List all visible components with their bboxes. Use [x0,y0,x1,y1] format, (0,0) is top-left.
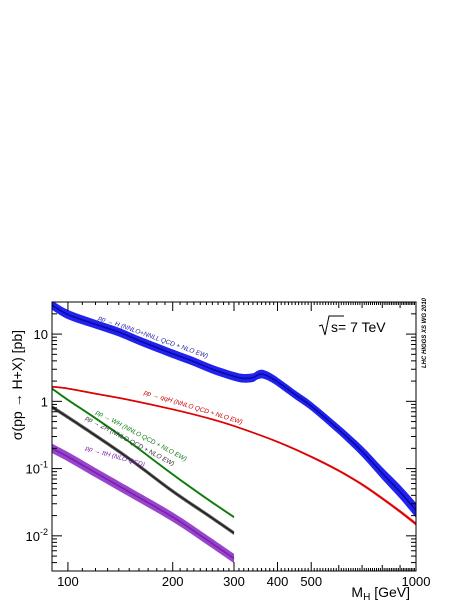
y-tick-label: 10-2 [26,527,48,544]
x-axis-title-sub: H [363,592,370,603]
x-tick-label: 300 [223,574,245,589]
series-line-0 [52,304,416,511]
line-layer [52,304,416,560]
y-axis-title: σ(pp → H+X) [pb] [9,330,25,440]
x-tick-label: 200 [162,574,184,589]
plot-frame [51,301,417,572]
y-tick-label: 10-1 [26,460,48,477]
x-tick-label: 400 [267,574,289,589]
series-line-3 [52,406,235,534]
series-line-1 [52,385,416,525]
energy-label: s= 7 TeV [318,315,386,336]
side-label: LHC HIGGS XS WG 2010 [422,297,428,368]
x-axis-title: MH [GeV] [351,584,410,603]
series-line-2 [52,387,235,518]
series-band-0 [52,302,416,518]
x-tick-label: 100 [57,574,79,589]
y-tick-label: 10 [34,327,48,342]
y-axis: 10 1 10-1 10-2 [26,301,416,572]
x-axis-title-unit: [GeV] [370,584,410,600]
y-tick-label: 1 [41,394,48,409]
series-line-4 [52,447,235,560]
energy-label-text: s= 7 TeV [331,319,386,335]
curve-label-1: pp → qqH (NNLO QCD + NLO EW) [142,389,243,426]
x-tick-label: 500 [300,574,322,589]
x-axis-title-main: M [351,584,363,600]
x-tick-label: 1000 [402,574,431,589]
curve-label-0: pp → H (NNLO+NNLL QCD + NLO EW) [96,314,208,360]
sqrt-sign-icon [318,315,344,336]
